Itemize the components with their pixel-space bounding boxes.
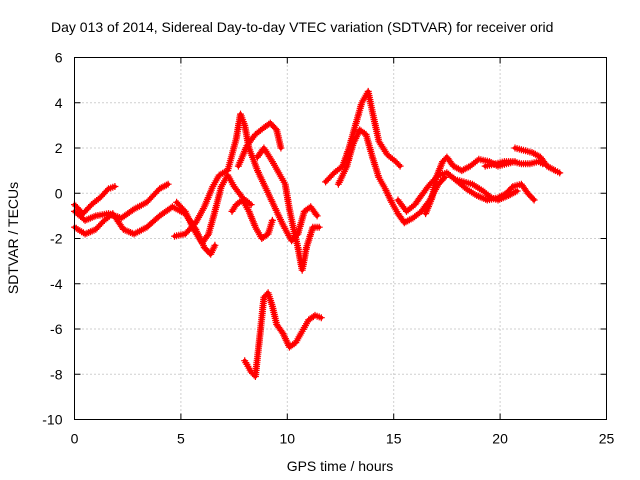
series-markers: [511, 144, 564, 177]
x-tick-label: 10: [280, 431, 296, 447]
y-axis-label: SDTVAR / TECUs: [5, 182, 21, 294]
series-markers: [481, 158, 547, 170]
series-arc-8: [254, 144, 323, 274]
series-markers: [171, 110, 321, 245]
x-axis-label: GPS time / hours: [287, 458, 394, 474]
series-arc-1: [71, 183, 119, 218]
series-markers: [443, 169, 521, 204]
series-arc-7: [234, 119, 285, 170]
series-arc-4: [173, 171, 255, 247]
axis-ticks: 0 5 10 15 20 25 -10 -8 -6 -4 -2 0 2 4 6: [42, 50, 614, 447]
y-tick-label: 4: [55, 95, 63, 111]
chart-title: Day 013 of 2014, Sidereal Day-to-day VTE…: [51, 19, 553, 35]
x-tick-label: 0: [71, 431, 79, 447]
y-tick-label: 6: [55, 50, 63, 66]
series-markers: [234, 119, 285, 170]
plot-frame: [74, 57, 607, 420]
series-arc-11: [334, 126, 449, 227]
series-arc-14: [443, 169, 521, 204]
series-arc-6: [228, 196, 276, 242]
data-points: [71, 87, 564, 380]
x-tick-label: 25: [599, 431, 615, 447]
series-arc-15: [511, 144, 564, 177]
x-tick-label: 15: [386, 431, 402, 447]
grid: [74, 57, 607, 420]
series-markers: [334, 126, 449, 227]
y-tick-label: -8: [50, 366, 63, 382]
series-arc-16: [481, 158, 547, 170]
y-tick-label: 0: [55, 185, 63, 201]
series-arc-5: [171, 110, 321, 245]
y-tick-label: 2: [55, 140, 63, 156]
y-tick-label: -6: [50, 321, 63, 337]
series-markers: [241, 289, 325, 380]
y-tick-label: -2: [50, 231, 63, 247]
series-markers: [228, 196, 276, 242]
y-tick-label: -10: [42, 412, 62, 428]
series-arc-10: [322, 87, 404, 186]
series-markers: [322, 87, 404, 186]
x-tick-label: 20: [492, 431, 508, 447]
series-arc-9: [241, 289, 325, 380]
y-tick-label: -4: [50, 276, 63, 292]
x-tick-label: 5: [177, 431, 185, 447]
series-markers: [173, 171, 255, 247]
series-markers: [254, 144, 323, 274]
